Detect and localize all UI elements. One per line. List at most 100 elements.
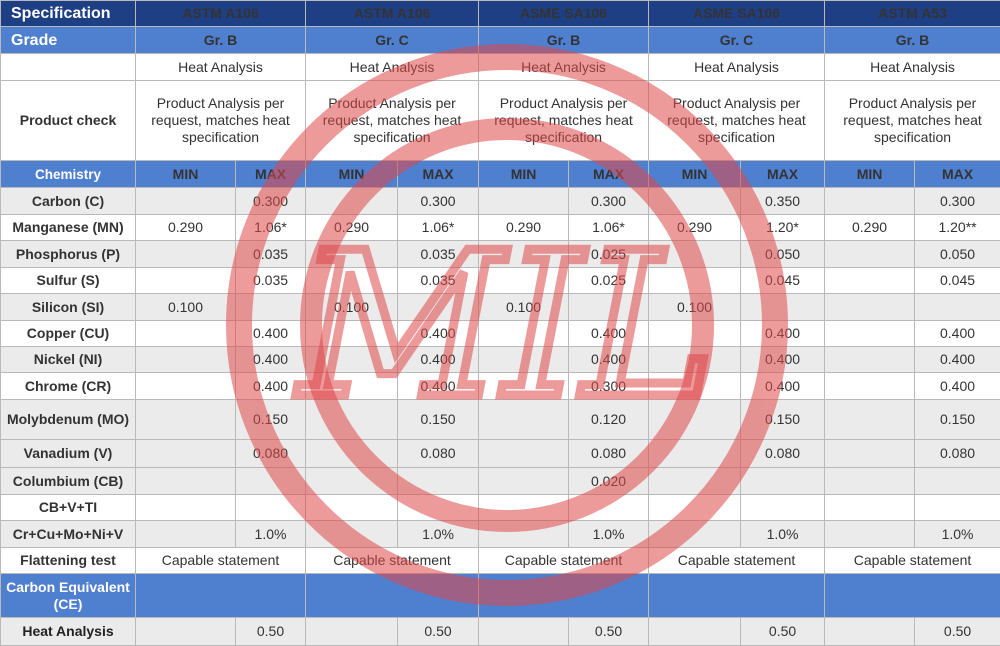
heat-analysis-3: Heat Analysis (478, 53, 650, 81)
ce-cell (824, 573, 1000, 618)
spec-3: ASME SA106 (478, 0, 650, 27)
max-value: 0.035 (234, 267, 307, 294)
grade-1: Gr. B (134, 26, 307, 54)
product-check-2: Product Analysis per request, matches he… (305, 80, 480, 161)
spec-2: ASTM A106 (305, 0, 480, 27)
max-value (234, 467, 307, 495)
chemistry-row: Sulfur (S) 0.035 0.035 0.025 0.045 0.045 (0, 267, 1000, 294)
min-header: MIN (135, 160, 236, 188)
grade-5: Gr. B (824, 26, 1000, 54)
min-value (305, 267, 399, 294)
carbon-equivalent-row: Carbon Equivalent (CE) (0, 573, 1000, 618)
max-value (397, 494, 480, 521)
max-value (914, 293, 1000, 321)
min-value: 0.290 (648, 214, 742, 241)
max-value: 1.0% (397, 520, 480, 548)
max-value: 0.020 (568, 467, 650, 495)
element-label: Chrome (CR) (0, 372, 136, 400)
heat-analysis-row: Heat Analysis Heat Analysis Heat Analysi… (0, 53, 1000, 81)
max-value: 0.400 (234, 320, 307, 347)
min-value (824, 399, 916, 440)
max-header: MAX (397, 160, 480, 188)
min-value (135, 467, 236, 495)
max-value: 1.0% (914, 520, 1000, 548)
min-value (648, 399, 742, 440)
element-label: Cr+Cu+Mo+Ni+V (0, 520, 136, 548)
chemistry-rows: Carbon (C) 0.300 0.300 0.300 0.350 0.300 Manga… (0, 187, 1000, 548)
min-value (478, 267, 570, 294)
min-value (135, 346, 236, 373)
min-value: 0.100 (135, 293, 236, 321)
min-header: MIN (478, 160, 570, 188)
max-value: 0.050 (740, 240, 826, 268)
heat-analysis-4: Heat Analysis (648, 53, 826, 81)
min-value (648, 187, 742, 215)
max-value (234, 494, 307, 521)
max-header: MAX (914, 160, 1000, 188)
flattening-4: Capable statement (648, 547, 826, 574)
max-value: 0.035 (397, 267, 480, 294)
min-header: MIN (305, 160, 399, 188)
element-label: Columbium (CB) (0, 467, 136, 495)
min-value (135, 267, 236, 294)
heat-analysis-1: Heat Analysis (134, 53, 307, 81)
min-value (305, 467, 399, 495)
flattening-label: Flattening test (0, 547, 136, 574)
chemistry-row: CB+V+TI (0, 494, 1000, 521)
min-value: 0.100 (478, 293, 570, 321)
min-value: 0.290 (305, 214, 399, 241)
chemistry-row: Molybdenum (MO) 0.150 0.150 0.120 0.150 0.150 (0, 399, 1000, 440)
chemistry-row: Manganese (MN) 0.290 1.06* 0.290 1.06* 0.290 1… (0, 214, 1000, 241)
min-value (824, 494, 916, 521)
min-value (305, 372, 399, 400)
max-value: 0.350 (740, 187, 826, 215)
element-label: Nickel (NI) (0, 346, 136, 373)
max-value (740, 467, 826, 495)
heat-analysis-label (0, 53, 136, 81)
min-value: 0.100 (305, 293, 399, 321)
min-value (824, 293, 916, 321)
max-value (914, 494, 1000, 521)
min-value (135, 372, 236, 400)
min-value (824, 346, 916, 373)
carbon-equivalent-label: Carbon Equivalent (CE) (0, 573, 136, 618)
max-value: 0.025 (568, 240, 650, 268)
max-header: MAX (234, 160, 307, 188)
chemistry-row: Vanadium (V) 0.080 0.080 0.080 0.080 0.080 (0, 439, 1000, 468)
chemistry-row: Cr+Cu+Mo+Ni+V 1.0% 1.0% 1.0% 1.0% 1.0% (0, 520, 1000, 548)
max-value: 1.20* (740, 214, 826, 241)
spec-4: ASME SA106 (648, 0, 826, 27)
max-value: 0.035 (397, 240, 480, 268)
cell: 0.50 (234, 617, 307, 646)
max-value: 0.400 (914, 320, 1000, 347)
min-value (305, 346, 399, 373)
max-value (234, 293, 307, 321)
min-value (135, 399, 236, 440)
min-value (648, 494, 742, 521)
cell: 0.50 (568, 617, 650, 646)
min-value (135, 240, 236, 268)
min-value (648, 520, 742, 548)
chemistry-label: Chemistry (0, 160, 136, 188)
max-value: 0.400 (914, 372, 1000, 400)
min-value (478, 372, 570, 400)
flattening-5: Capable statement (824, 547, 1000, 574)
cell (135, 617, 236, 646)
max-value: 0.300 (234, 187, 307, 215)
min-value (478, 467, 570, 495)
min-value (478, 439, 570, 468)
heat-analysis-ce-label: Heat Analysis (0, 617, 136, 646)
flattening-1: Capable statement (134, 547, 307, 574)
min-value (135, 187, 236, 215)
min-header: MIN (648, 160, 742, 188)
flattening-row: Flattening test Capable statement Capabl… (0, 547, 1000, 574)
max-value (397, 467, 480, 495)
ce-cell (478, 573, 650, 618)
min-value (824, 520, 916, 548)
max-value (568, 293, 650, 321)
spec-5: ASTM A53 (824, 0, 1000, 27)
max-header: MAX (740, 160, 826, 188)
product-check-1: Product Analysis per request, matches he… (134, 80, 307, 161)
min-value (478, 346, 570, 373)
cell (648, 617, 742, 646)
